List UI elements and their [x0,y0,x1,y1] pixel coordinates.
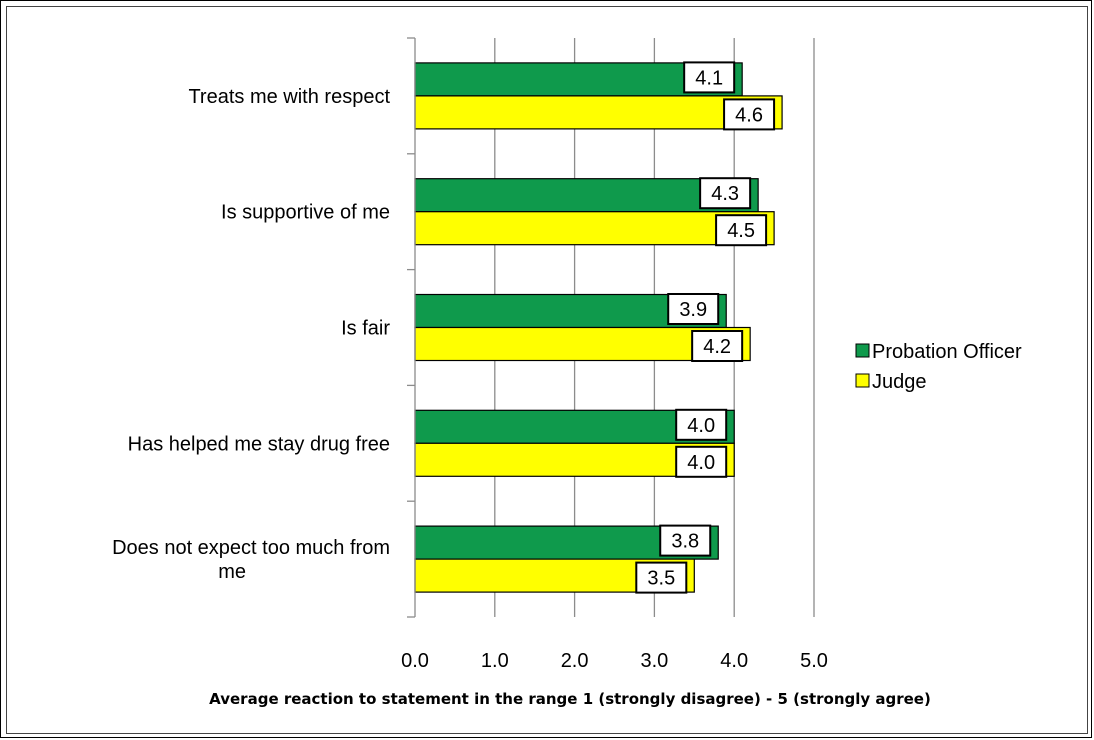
data-label: 3.9 [667,293,720,325]
data-label: 4.6 [723,98,776,131]
x-tick-label: 1.0 [481,650,509,672]
category-label: Treats me with respect [188,86,390,108]
x-tick-label: 5.0 [800,650,828,672]
data-label-text: 4.5 [727,220,755,242]
category-label: Is supportive of me [221,202,390,224]
data-label: 4.0 [675,408,728,441]
data-label: 3.5 [635,561,688,594]
data-label-text: 3.5 [647,568,675,590]
data-label-text: 3.8 [671,531,699,553]
data-label: 4.0 [675,445,728,478]
data-label: 4.2 [691,330,744,362]
data-label-text: 4.6 [735,104,763,126]
data-label-box [691,330,744,362]
x-tick-label: 3.0 [640,650,668,672]
data-label-box [667,293,720,325]
legend-label: Judge [872,371,927,393]
data-label-text: 4.0 [687,452,715,474]
data-label-text: 4.0 [687,415,715,437]
category-labels: Treats me with respect Is supportive of m… [112,86,390,583]
x-tick-labels: 0.0 1.0 2.0 3.0 4.0 5.0 [401,650,828,672]
chart-frame-inner [6,6,1088,734]
legend-swatch [855,343,870,358]
value-labels: 4.1 4.6 4.3 4.5 3.9 4.2 4.0 4.0 3.8 3.5 [635,61,776,594]
bar-judge [414,95,783,130]
data-label-text: 4.2 [703,336,731,358]
data-label-box [683,61,736,94]
data-label-text: 4.1 [695,67,723,89]
data-label-box [715,214,768,247]
bar-judge [414,211,775,246]
category-label: Has helped me stay drug free [128,433,390,455]
data-label-box [723,98,776,131]
data-label-text: 4.3 [711,183,739,205]
legend-label: Probation Officer [872,341,1022,363]
data-label-text: 3.9 [679,299,707,321]
data-label: 4.5 [715,214,768,247]
data-label-box [675,408,728,441]
data-label-box [635,561,688,594]
legend-swatch [855,373,870,388]
legend: Probation Officer Judge [855,341,1022,393]
data-label: 4.1 [683,61,736,94]
data-label-box [699,177,752,210]
bars [414,62,783,593]
data-label: 4.3 [699,177,752,210]
x-tick-label: 4.0 [720,650,748,672]
data-label: 3.8 [659,524,712,557]
category-label: Does not expect too much from me [112,537,390,583]
data-label-box [659,524,712,557]
axes [407,37,416,618]
data-label-box [675,445,728,478]
x-tick-label: 2.0 [561,650,589,672]
x-axis-title: Average reaction to statement in the ran… [209,690,931,708]
x-tick-label: 0.0 [401,650,429,672]
category-label: Is fair [341,318,390,340]
